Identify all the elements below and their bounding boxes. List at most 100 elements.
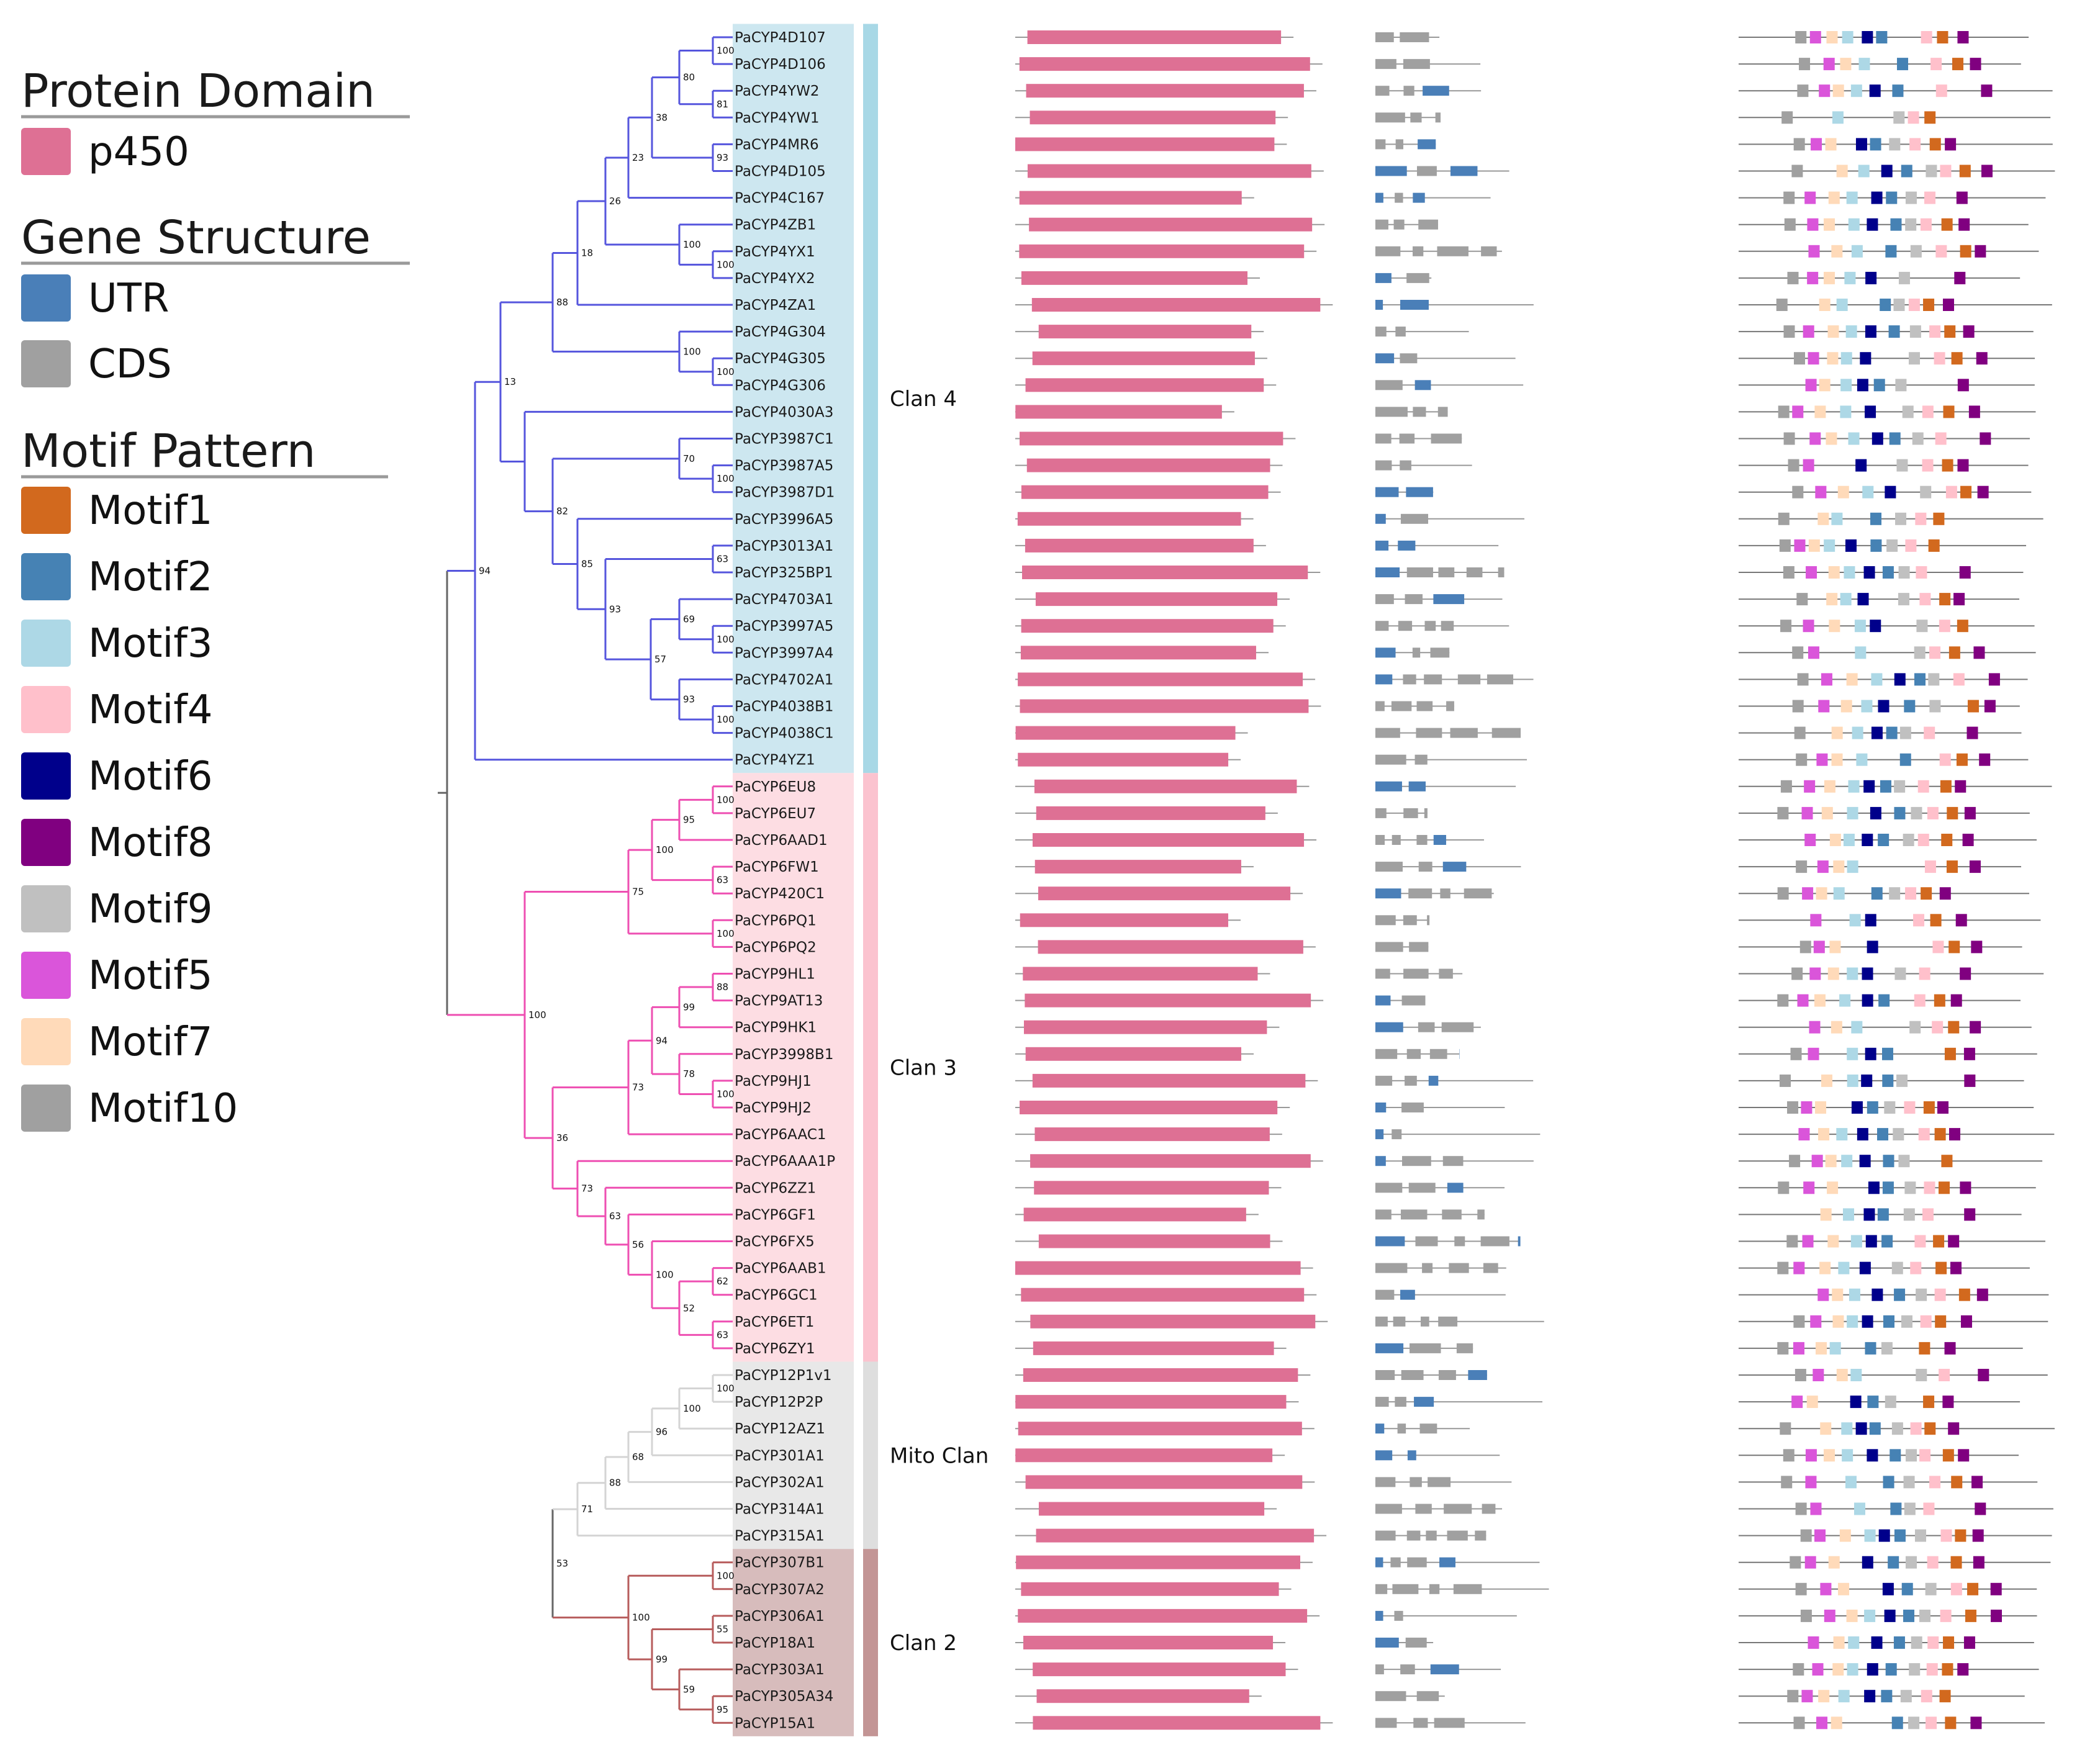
motif-motif2 [1891,1716,1903,1730]
p450-domain [1025,538,1254,553]
p450-domain [1021,1582,1279,1596]
p450-domain [1020,646,1256,660]
cds-block [1400,460,1411,471]
motif-motif7 [1837,485,1849,498]
motif-motif8 [1970,1021,1981,1034]
motif-motif3 [1842,31,1853,43]
legend-swatch-motif4 [21,686,71,733]
motif-motif5 [1804,834,1816,846]
legend-swatch-motif8 [21,819,71,866]
cds-block [1375,835,1385,845]
motif-motif7 [1828,191,1840,204]
motif-motif8 [1964,1208,1976,1221]
motif-motif4 [1939,1369,1950,1381]
cds-block [1422,1263,1433,1273]
motif-motif7 [1808,539,1820,552]
motif-motif5 [1816,753,1828,766]
bootstrap-value: 100 [683,346,701,357]
bootstrap-value: 38 [656,112,668,123]
utr-block [1418,139,1436,150]
motif-motif2 [1890,218,1902,231]
motif-motif10 [1779,1074,1791,1087]
cds-block [1435,112,1441,123]
cds-block [1391,701,1412,711]
p450-domain [1015,1395,1287,1409]
motif-motif3 [1841,1155,1853,1168]
cds-block [1375,327,1387,337]
motif-motif9 [1911,1636,1922,1649]
motif-motif9 [1889,887,1901,900]
cds-block [1426,1530,1437,1541]
cds-block [1392,1129,1402,1140]
motif-motif10 [1776,299,1788,311]
motif-motif4 [1908,299,1920,311]
p450-domain [1035,592,1278,607]
cds-block [1437,407,1448,417]
bootstrap-value: 75 [632,886,644,898]
motif-motif7 [1818,1690,1830,1703]
motif-motif7 [1820,1422,1832,1435]
motif-motif7 [1832,1288,1844,1301]
bootstrap-value: 100 [717,366,735,377]
motif-motif8 [1949,1128,1961,1141]
cds-block [1403,968,1429,979]
motif-motif6 [1882,1582,1894,1595]
motif-motif10 [1797,673,1809,686]
clan-background-clan-2 [733,1549,854,1736]
motif-motif2 [1878,834,1890,846]
motif-motif6 [1867,940,1878,954]
motif-motif8 [1957,379,1969,392]
motif-motif3 [1836,299,1848,311]
gene-label-pacyp12az1: PaCYP12AZ1 [735,1421,825,1437]
gene-label-pacyp6zy1: PaCYP6ZY1 [735,1341,815,1357]
utr-block [1375,487,1399,497]
motif-motif4 [1935,84,1947,97]
cds-block [1406,1530,1421,1541]
legend-label-motif10: Motif10 [88,1086,238,1132]
motif-motif2 [1883,1155,1894,1168]
motif-motif3 [1843,834,1855,846]
motif-motif7 [1819,379,1831,392]
motif-motif10 [1780,1422,1791,1435]
motif-motif8 [1976,352,1988,365]
motif-motif2 [1889,432,1901,445]
legend-label-motif8: Motif8 [88,820,213,866]
motif-motif1 [1958,1288,1970,1301]
bootstrap-value: 55 [717,1623,728,1635]
utr-block [1375,1557,1383,1567]
bootstrap-value: 73 [581,1183,593,1194]
motif-motif9 [1896,1074,1908,1087]
motif-motif2 [1899,753,1911,766]
tree-node: 73 [627,1039,733,1135]
motif-motif6 [1850,1396,1862,1409]
motif-motif5 [1812,1663,1824,1676]
bootstrap-value: 100 [717,473,735,484]
motif-motif6 [1863,566,1875,579]
motif-motif5 [1820,1582,1832,1595]
utr-block [1375,888,1401,899]
motif-motif5 [1804,780,1816,793]
motif-motif10 [1797,84,1809,97]
p450-domain [1027,164,1311,178]
motif-motif3 [1840,405,1852,418]
utr-block [1375,273,1392,283]
motif-motif4 [1927,1556,1939,1569]
cds-block [1401,1103,1424,1112]
motif-motif7 [1826,432,1837,445]
motif-motif4 [1919,1449,1931,1462]
motif-motif6 [1870,620,1881,633]
utr-block [1375,166,1407,176]
legend-motif-items: Motif1 Motif2 Motif3 Motif4 Motif6 Motif8 Moti… [21,487,238,1132]
motif-motif8 [1950,994,1962,1007]
motif-motif7 [1846,673,1858,686]
motif-motif4 [1930,58,1942,71]
motif-motif4 [1921,1690,1932,1703]
motif-motif1 [1944,325,1956,338]
cds-block [1407,1557,1427,1567]
cds-block [1400,353,1418,364]
cds-block [1402,1156,1431,1166]
motif-motif7 [1846,1609,1858,1622]
utr-block [1414,380,1431,390]
motif-motif10 [1792,700,1804,713]
cds-block [1410,1477,1422,1487]
